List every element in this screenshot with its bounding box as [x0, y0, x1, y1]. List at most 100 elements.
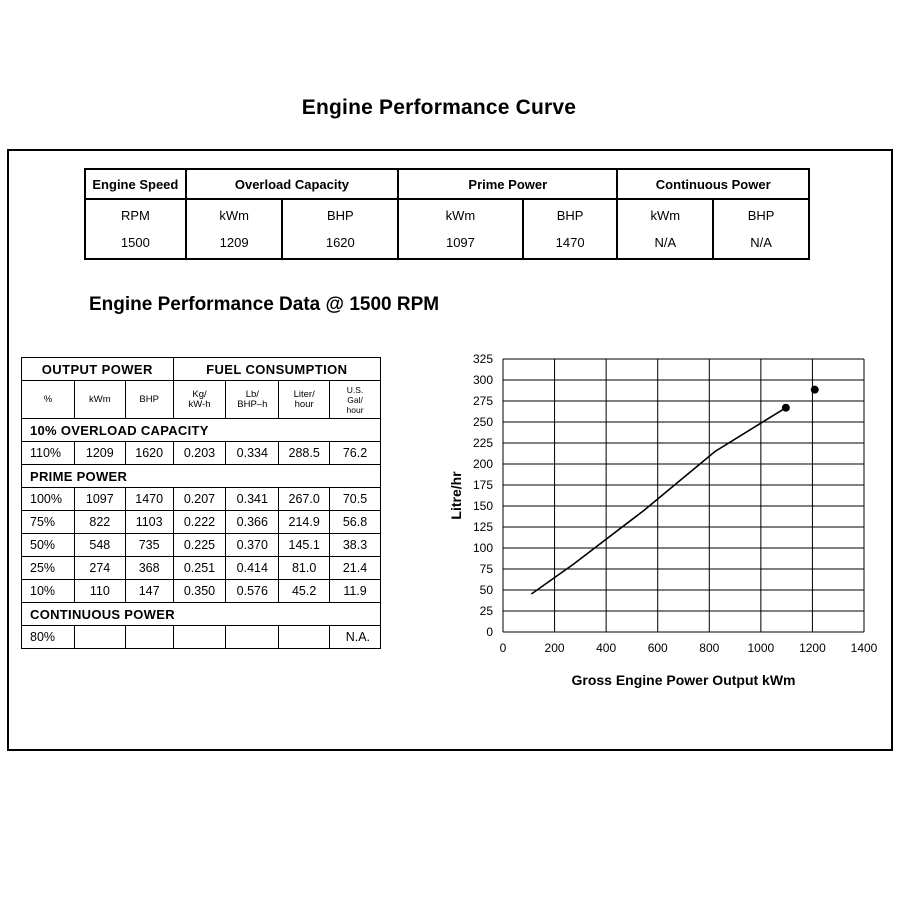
- overload-band-label: 10% OVERLOAD CAPACITY: [21, 418, 381, 442]
- y-tick-label: 200: [473, 457, 493, 471]
- cell: [73, 625, 126, 649]
- section-title: Engine Performance Data @ 1500 RPM: [89, 294, 440, 315]
- data-point-marker: [781, 403, 790, 412]
- cell: 110: [73, 579, 126, 603]
- cell: 1209: [73, 441, 126, 465]
- unit-cell: kWm: [397, 199, 524, 229]
- cell: 38.3: [329, 533, 381, 557]
- y-tick-label: 100: [473, 541, 493, 555]
- cell: 0.334: [225, 441, 280, 465]
- cell: 75%: [21, 510, 75, 534]
- header-overload-capacity: Overload Capacity: [184, 168, 400, 200]
- cell: 0.207: [172, 487, 227, 511]
- value-cell: N/A: [616, 229, 715, 260]
- x-tick-label: 1400: [851, 641, 878, 655]
- x-tick-label: 800: [699, 641, 719, 655]
- unit-cell: kWm: [184, 199, 284, 229]
- value-cell: 1097: [397, 229, 524, 260]
- cell: 0.576: [225, 579, 280, 603]
- unit-cell: BHP: [521, 199, 619, 229]
- cell: 45.2: [278, 579, 331, 603]
- cell: 70.5: [329, 487, 381, 511]
- fuel-curve-line: [530, 407, 787, 595]
- fuel-consumption-chart: 0 25 50 75 100 125 150 175 200 225 250 275 300 325 0 20…: [448, 352, 878, 688]
- cell: 81.0: [278, 556, 331, 580]
- prime-band-row: PRIME POWER: [21, 464, 381, 488]
- x-tick-label: 0: [500, 641, 507, 655]
- prime-band-label: PRIME POWER: [21, 464, 381, 488]
- cell: [225, 625, 280, 649]
- chart-grid: [502, 358, 865, 633]
- cell: 274: [73, 556, 126, 580]
- cell: 1103: [124, 510, 174, 534]
- table-row: 110% 1209 1620 0.203 0.334 288.5 76.2: [21, 441, 381, 465]
- header-engine-speed: Engine Speed: [84, 168, 187, 200]
- table-row: 10% 110 147 0.350 0.576 45.2 11.9: [21, 579, 381, 603]
- cell: N.A.: [329, 625, 381, 649]
- y-tick-label: 0: [486, 625, 493, 639]
- col-header-bhp: BHP: [124, 380, 174, 419]
- chart-tick-labels: 0 25 50 75 100 125 150 175 200 225 250 275 300 325 0 20…: [473, 352, 878, 655]
- cell: 267.0: [278, 487, 331, 511]
- cell: 214.9: [278, 510, 331, 534]
- col-header-kwm: kWm: [73, 380, 126, 419]
- cell: [172, 625, 227, 649]
- cell: 368: [124, 556, 174, 580]
- cell: 0.414: [225, 556, 280, 580]
- unit-cell: kWm: [616, 199, 715, 229]
- cell: 822: [73, 510, 126, 534]
- x-axis-title: Gross Engine Power Output kWm: [571, 672, 795, 688]
- cell: 0.222: [172, 510, 227, 534]
- col-header-lb-bhph: Lb/BHP–h: [225, 380, 280, 419]
- ratings-units-row: RPM kWm BHP kWm BHP kWm BHP: [84, 199, 810, 229]
- x-tick-label: 600: [648, 641, 668, 655]
- overload-band-row: 10% OVERLOAD CAPACITY: [21, 418, 381, 442]
- table-row: 50% 548 735 0.225 0.370 145.1 38.3: [21, 533, 381, 557]
- y-tick-label: 150: [473, 499, 493, 513]
- table-row: 75% 822 1103 0.222 0.366 214.9 56.8: [21, 510, 381, 534]
- y-tick-label: 25: [480, 604, 494, 618]
- unit-cell: BHP: [712, 199, 810, 229]
- x-tick-label: 1000: [748, 641, 775, 655]
- data-point-marker: [810, 385, 819, 394]
- cell: 0.203: [172, 441, 227, 465]
- value-cell: N/A: [712, 229, 810, 260]
- continuous-band-row: CONTINUOUS POWER: [21, 602, 381, 626]
- value-cell: 1620: [281, 229, 400, 260]
- cell: 76.2: [329, 441, 381, 465]
- col-header-gal-hour: U.S. Gal/hour: [329, 380, 381, 419]
- cell: 1097: [73, 487, 126, 511]
- cell: [124, 625, 174, 649]
- cell: 56.8: [329, 510, 381, 534]
- col-header-kg-kwh: Kg/kW-h: [172, 380, 227, 419]
- header-prime-power: Prime Power: [397, 168, 619, 200]
- ratings-table: Engine Speed Overload Capacity Prime Pow…: [84, 168, 810, 260]
- cell: 50%: [21, 533, 75, 557]
- unit-cell: BHP: [281, 199, 400, 229]
- y-tick-label: 225: [473, 436, 493, 450]
- cell: [278, 625, 331, 649]
- cell: 0.350: [172, 579, 227, 603]
- cell: 288.5: [278, 441, 331, 465]
- group-header-fuel-consumption: FUEL CONSUMPTION: [172, 357, 382, 381]
- x-tick-label: 200: [545, 641, 565, 655]
- cell: 1620: [124, 441, 174, 465]
- chart-series: [530, 385, 819, 595]
- perf-group-header-row: OUTPUT POWER FUEL CONSUMPTION: [21, 357, 382, 381]
- cell: 110%: [21, 441, 75, 465]
- x-tick-label: 400: [596, 641, 616, 655]
- cell: 548: [73, 533, 126, 557]
- cell: 21.4: [329, 556, 381, 580]
- value-cell: 1500: [84, 229, 187, 260]
- y-tick-label: 325: [473, 352, 493, 366]
- cell: 0.225: [172, 533, 227, 557]
- cell: 145.1: [278, 533, 331, 557]
- cell: 100%: [21, 487, 75, 511]
- cell: 80%: [21, 625, 75, 649]
- page-title: Engine Performance Curve: [301, 96, 577, 119]
- y-tick-label: 125: [473, 520, 493, 534]
- cell: 25%: [21, 556, 75, 580]
- content-frame: [7, 149, 893, 751]
- table-row: 25% 274 368 0.251 0.414 81.0 21.4: [21, 556, 381, 580]
- y-tick-label: 275: [473, 394, 493, 408]
